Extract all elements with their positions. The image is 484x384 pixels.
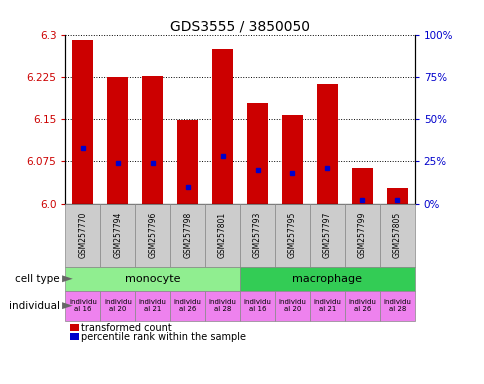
- Bar: [212, 49, 233, 204]
- Text: individual: individual: [9, 301, 60, 311]
- Text: individu
al 16: individu al 16: [243, 299, 271, 312]
- Text: transformed count: transformed count: [81, 323, 171, 333]
- Text: individu
al 20: individu al 20: [104, 299, 132, 312]
- Text: GSM257796: GSM257796: [148, 212, 157, 258]
- Text: GSM257801: GSM257801: [218, 212, 227, 258]
- Bar: [72, 40, 93, 204]
- Text: individu
al 28: individu al 28: [208, 299, 236, 312]
- Bar: [386, 188, 407, 204]
- Text: GSM257799: GSM257799: [357, 212, 366, 258]
- Text: individu
al 28: individu al 28: [382, 299, 410, 312]
- Text: GSM257770: GSM257770: [78, 212, 87, 258]
- Bar: [351, 168, 372, 204]
- Text: individu
al 26: individu al 26: [348, 299, 376, 312]
- Text: GSM257795: GSM257795: [287, 212, 296, 258]
- Text: monocyte: monocyte: [125, 274, 180, 284]
- Text: GSM257797: GSM257797: [322, 212, 331, 258]
- Text: GSM257798: GSM257798: [183, 212, 192, 258]
- Text: individu
al 16: individu al 16: [69, 299, 97, 312]
- Title: GDS3555 / 3850050: GDS3555 / 3850050: [170, 20, 309, 33]
- Bar: [316, 84, 337, 204]
- Text: GSM257794: GSM257794: [113, 212, 122, 258]
- Text: macrophage: macrophage: [292, 274, 362, 284]
- Bar: [107, 77, 128, 204]
- Text: individu
al 26: individu al 26: [173, 299, 201, 312]
- Text: GSM257793: GSM257793: [253, 212, 261, 258]
- Bar: [177, 120, 198, 204]
- Text: individu
al 21: individu al 21: [138, 299, 166, 312]
- Text: percentile rank within the sample: percentile rank within the sample: [81, 332, 245, 342]
- Bar: [246, 103, 268, 204]
- Text: individu
al 21: individu al 21: [313, 299, 341, 312]
- Bar: [142, 76, 163, 204]
- Text: GSM257805: GSM257805: [392, 212, 401, 258]
- Text: cell type: cell type: [15, 274, 60, 284]
- Bar: [281, 114, 302, 204]
- Text: individu
al 20: individu al 20: [278, 299, 306, 312]
